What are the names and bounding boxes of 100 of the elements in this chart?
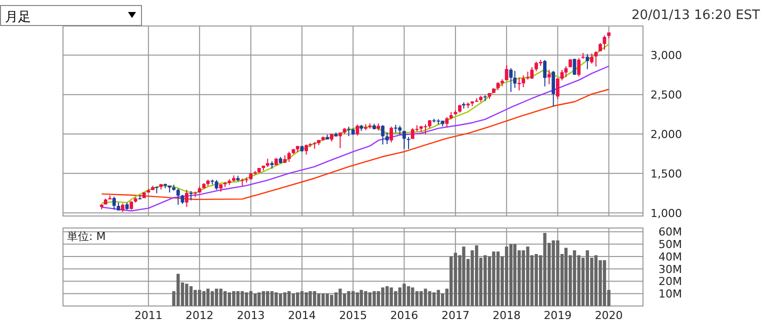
bar <box>534 254 538 306</box>
bar <box>185 284 188 306</box>
bar <box>428 291 432 306</box>
candlestick <box>356 124 360 136</box>
candlestick <box>590 52 594 64</box>
bar <box>262 291 266 306</box>
candlestick <box>577 57 581 78</box>
bar <box>240 291 244 306</box>
bar <box>356 292 360 306</box>
bar <box>509 244 513 306</box>
bar <box>287 291 291 306</box>
bar <box>266 291 270 306</box>
bar <box>390 287 393 306</box>
candlestick <box>522 75 526 88</box>
y-tick-label: 1,500 <box>650 167 682 180</box>
y-tick-label: 2,500 <box>650 88 682 102</box>
bar <box>202 291 206 306</box>
bar <box>424 288 428 306</box>
bar <box>496 252 500 306</box>
bar <box>556 240 560 306</box>
y-tick-label: 2,000 <box>650 128 682 142</box>
bar <box>450 256 453 306</box>
y-tick-label: 20M <box>658 275 682 288</box>
bar <box>214 288 218 306</box>
y-tick-label: 1,000 <box>650 206 682 220</box>
bar <box>415 291 419 306</box>
candlestick <box>402 130 406 150</box>
x-tick-label: 2015 <box>339 309 368 321</box>
candlestick <box>304 144 308 156</box>
candlestick <box>338 132 342 149</box>
bar <box>292 294 296 306</box>
candlestick <box>552 70 556 108</box>
line-series <box>101 88 610 200</box>
bar <box>194 290 197 306</box>
candlestick <box>560 69 564 81</box>
bar <box>244 292 248 306</box>
bar <box>420 291 423 306</box>
candlestick <box>287 151 291 162</box>
bar <box>432 292 436 306</box>
bar <box>594 255 598 306</box>
bar <box>223 291 227 306</box>
candlestick <box>547 69 551 85</box>
bar <box>270 291 274 306</box>
bar <box>308 291 312 306</box>
x-tick-label: 2018 <box>492 309 521 321</box>
bar <box>410 287 414 306</box>
candlestick <box>594 50 598 68</box>
bar <box>402 284 406 306</box>
candlestick <box>556 78 560 100</box>
y-axis-title: 単位: M <box>67 230 106 243</box>
x-tick-label: 2020 <box>594 309 623 321</box>
bar <box>504 246 508 306</box>
candlestick <box>184 189 188 208</box>
bar <box>232 291 236 306</box>
bar <box>602 260 606 306</box>
dropdown: 月足 <box>0 5 142 26</box>
bar <box>462 246 466 306</box>
bar <box>376 291 380 306</box>
candlestick <box>530 66 534 80</box>
bar <box>304 292 308 306</box>
x-tick-label: 2011 <box>134 309 162 321</box>
bar <box>296 292 300 306</box>
bar <box>334 292 338 306</box>
candlestick <box>509 68 513 92</box>
bar <box>406 286 410 306</box>
bar <box>564 248 568 306</box>
y-tick-label: 60M <box>658 226 682 239</box>
bar <box>381 287 384 306</box>
candlestick <box>410 128 414 140</box>
bar <box>351 291 355 306</box>
chart-title: 月足 <box>5 10 31 25</box>
bar <box>526 246 530 306</box>
candlestick <box>240 178 244 186</box>
candlestick <box>390 126 394 143</box>
y-tick-label: 10M <box>658 288 682 301</box>
candlestick <box>586 54 590 70</box>
bar <box>372 291 376 306</box>
bar <box>189 286 193 306</box>
x-tick-label: 2014 <box>288 309 316 321</box>
bar <box>492 252 496 306</box>
x-tick-label: 2013 <box>236 309 265 321</box>
bar <box>312 291 316 306</box>
candlestick <box>176 188 180 206</box>
candlestick <box>112 196 116 210</box>
x-tick-label: 2016 <box>390 309 418 321</box>
bar <box>454 252 458 306</box>
bar <box>317 294 320 306</box>
text: 20/01/13 16:20 EST <box>631 8 760 23</box>
bar <box>236 291 240 306</box>
bar <box>321 294 325 306</box>
bar <box>278 294 282 306</box>
bar <box>219 288 222 306</box>
line-series <box>101 66 610 212</box>
bar <box>210 291 214 306</box>
bar <box>347 291 350 306</box>
bar <box>300 291 304 306</box>
bar <box>326 294 329 306</box>
bar <box>436 290 440 306</box>
bar <box>206 288 210 306</box>
candlestick <box>381 124 384 145</box>
